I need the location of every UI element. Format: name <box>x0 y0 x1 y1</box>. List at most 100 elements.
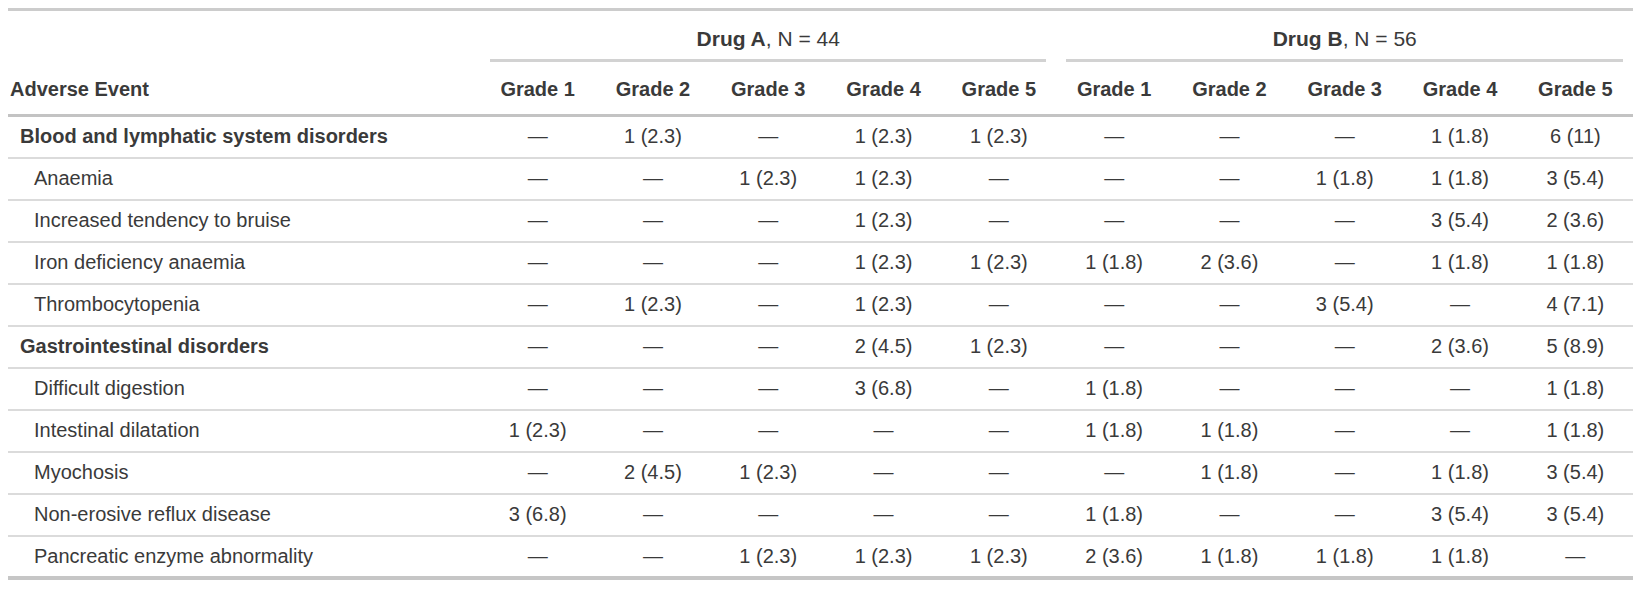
drug-b-grade-2-value: — <box>1172 200 1287 242</box>
drug-b-grade-1-value: — <box>1056 326 1171 368</box>
drug-b-grade-1-value: 1 (1.8) <box>1056 368 1171 410</box>
drug-b-grade-3-value: 3 (5.4) <box>1287 284 1402 326</box>
drug-a-grade-2-value: — <box>595 242 710 284</box>
drug-a-grade-3-value: — <box>711 326 826 368</box>
drug-b-grade-1-value: 1 (1.8) <box>1056 242 1171 284</box>
drug-b-grade-4-value: 1 (1.8) <box>1402 116 1517 158</box>
table-row: Blood and lymphatic system disorders—1 (… <box>8 116 1633 158</box>
drug-b-grade-4-value: 3 (5.4) <box>1402 494 1517 536</box>
drug-a-grade-4-value: — <box>826 452 941 494</box>
table-row: Thrombocytopenia—1 (2.3)—1 (2.3)———3 (5.… <box>8 284 1633 326</box>
drug-b-grade-3-value: — <box>1287 368 1402 410</box>
drug-b-name: Drug B <box>1273 27 1343 50</box>
drug-a-grade-3-value: — <box>711 242 826 284</box>
drug-b-grade-1-value: — <box>1056 116 1171 158</box>
adverse-event-label: Myochosis <box>8 452 480 494</box>
drug-b-grade-5-value: 2 (3.6) <box>1518 200 1633 242</box>
drug-b-spanner-label: Drug B, N = 56 <box>1056 11 1633 59</box>
drug-b-spanner: Drug B, N = 56 <box>1056 10 1633 63</box>
table-row: Gastrointestinal disorders———2 (4.5)1 (2… <box>8 326 1633 368</box>
drug-a-grade-5-value: — <box>941 494 1056 536</box>
drug-a-grade-2-value: — <box>595 368 710 410</box>
drug-b-grade-4-value: 1 (1.8) <box>1402 242 1517 284</box>
drug-a-grade-3-value: 1 (2.3) <box>711 158 826 200</box>
adverse-event-label: Anaemia <box>8 158 480 200</box>
drug-b-grade-2-value: — <box>1172 116 1287 158</box>
adverse-event-label: Increased tendency to bruise <box>8 200 480 242</box>
drug-b-grade-3-value: 1 (1.8) <box>1287 536 1402 578</box>
drug-b-grade-5-value: 6 (11) <box>1518 116 1633 158</box>
drug-a-grade-2-value: — <box>595 536 710 578</box>
table-row: Intestinal dilatation1 (2.3)————1 (1.8)1… <box>8 410 1633 452</box>
drug-b-grade-4-value: — <box>1402 368 1517 410</box>
drug-a-grade-2-value: 2 (4.5) <box>595 452 710 494</box>
drug-a-grade-1-value: — <box>480 200 595 242</box>
drug-a-grade-5-value: — <box>941 158 1056 200</box>
drug-b-grade-2-value: — <box>1172 494 1287 536</box>
drug-b-grade-2-value: — <box>1172 326 1287 368</box>
table-row: Anaemia——1 (2.3)1 (2.3)———1 (1.8)1 (1.8)… <box>8 158 1633 200</box>
table-row: Myochosis—2 (4.5)1 (2.3)———1 (1.8)—1 (1.… <box>8 452 1633 494</box>
drug-a-grade-2-value: — <box>595 200 710 242</box>
drug-a-grade-2-value: — <box>595 410 710 452</box>
column-header-row: Adverse Event Grade 1Grade 2Grade 3Grade… <box>8 62 1633 116</box>
grade-1-header-drug-b: Grade 1 <box>1056 62 1171 116</box>
drug-b-grade-5-value: 5 (8.9) <box>1518 326 1633 368</box>
grade-5-header-drug-a: Grade 5 <box>941 62 1056 116</box>
drug-a-grade-3-value: 1 (2.3) <box>711 452 826 494</box>
drug-b-grade-5-value: 1 (1.8) <box>1518 410 1633 452</box>
drug-b-grade-2-value: — <box>1172 368 1287 410</box>
drug-a-grade-1-value: — <box>480 116 595 158</box>
grade-2-header-drug-a: Grade 2 <box>595 62 710 116</box>
table-body: Blood and lymphatic system disorders—1 (… <box>8 116 1633 578</box>
drug-b-grade-4-value: 1 (1.8) <box>1402 158 1517 200</box>
drug-b-grade-4-value: 2 (3.6) <box>1402 326 1517 368</box>
grade-5-header-drug-b: Grade 5 <box>1518 62 1633 116</box>
grade-4-header-drug-b: Grade 4 <box>1402 62 1517 116</box>
drug-b-grade-4-value: 3 (5.4) <box>1402 200 1517 242</box>
drug-b-grade-5-value: 4 (7.1) <box>1518 284 1633 326</box>
drug-b-grade-5-value: 1 (1.8) <box>1518 242 1633 284</box>
drug-b-grade-1-value: — <box>1056 158 1171 200</box>
adverse-event-label: Blood and lymphatic system disorders <box>8 116 480 158</box>
adverse-event-label: Iron deficiency anaemia <box>8 242 480 284</box>
drug-a-spanner-label: Drug A, N = 44 <box>480 11 1056 59</box>
drug-a-grade-1-value: — <box>480 158 595 200</box>
drug-a-grade-5-value: — <box>941 410 1056 452</box>
drug-a-grade-5-value: 1 (2.3) <box>941 536 1056 578</box>
drug-a-grade-1-value: — <box>480 368 595 410</box>
drug-b-grade-5-value: — <box>1518 536 1633 578</box>
adverse-event-label: Pancreatic enzyme abnormality <box>8 536 480 578</box>
drug-a-grade-4-value: 1 (2.3) <box>826 242 941 284</box>
drug-a-spanner: Drug A, N = 44 <box>480 10 1056 63</box>
drug-a-name: Drug A <box>697 27 766 50</box>
drug-a-grade-2-value: 1 (2.3) <box>595 284 710 326</box>
adverse-event-label: Thrombocytopenia <box>8 284 480 326</box>
drug-a-grade-1-value: — <box>480 326 595 368</box>
grade-3-header-drug-b: Grade 3 <box>1287 62 1402 116</box>
drug-b-grade-4-value: — <box>1402 410 1517 452</box>
table-row: Increased tendency to bruise———1 (2.3)——… <box>8 200 1633 242</box>
drug-b-grade-5-value: 3 (5.4) <box>1518 494 1633 536</box>
drug-b-grade-1-value: 1 (1.8) <box>1056 494 1171 536</box>
drug-b-grade-2-value: 1 (1.8) <box>1172 410 1287 452</box>
drug-a-grade-4-value: 1 (2.3) <box>826 536 941 578</box>
drug-a-grade-3-value: — <box>711 284 826 326</box>
drug-b-grade-5-value: 1 (1.8) <box>1518 368 1633 410</box>
adverse-event-label: Difficult digestion <box>8 368 480 410</box>
drug-b-grade-2-value: 2 (3.6) <box>1172 242 1287 284</box>
drug-b-grade-5-value: 3 (5.4) <box>1518 452 1633 494</box>
adverse-event-label: Intestinal dilatation <box>8 410 480 452</box>
drug-a-grade-4-value: 3 (6.8) <box>826 368 941 410</box>
drug-a-grade-4-value: 1 (2.3) <box>826 116 941 158</box>
drug-b-grade-3-value: — <box>1287 452 1402 494</box>
drug-b-grade-2-value: — <box>1172 284 1287 326</box>
grade-2-header-drug-b: Grade 2 <box>1172 62 1287 116</box>
drug-a-grade-2-value: — <box>595 494 710 536</box>
drug-a-grade-3-value: — <box>711 368 826 410</box>
drug-a-grade-5-value: 1 (2.3) <box>941 326 1056 368</box>
drug-a-grade-5-value: — <box>941 452 1056 494</box>
drug-a-grade-1-value: — <box>480 452 595 494</box>
adverse-event-column-header: Adverse Event <box>8 62 480 116</box>
drug-b-grade-5-value: 3 (5.4) <box>1518 158 1633 200</box>
